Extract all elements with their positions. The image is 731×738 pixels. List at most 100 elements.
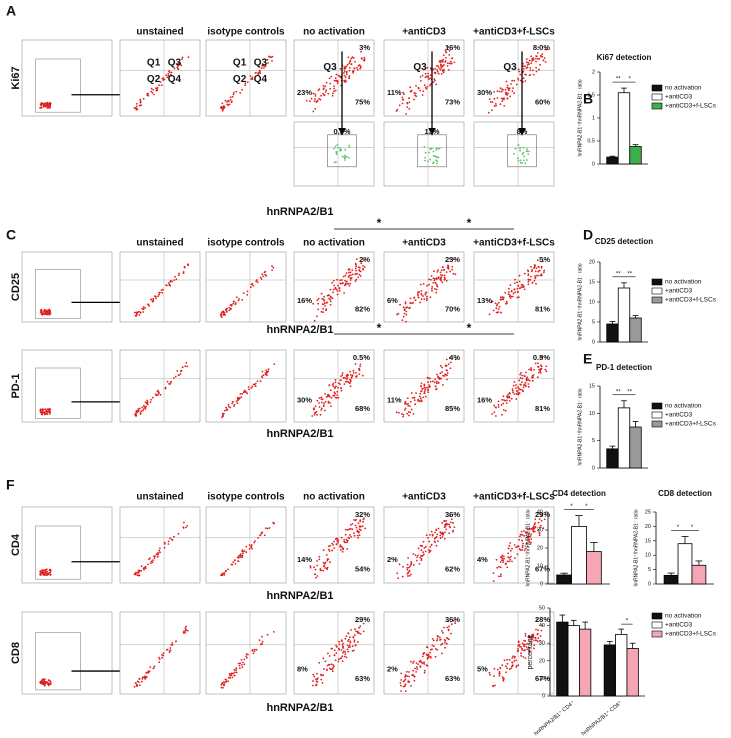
cell-dot — [514, 147, 517, 150]
cell-dot — [539, 526, 541, 529]
cell-dot — [228, 673, 231, 675]
y-tick-label: 20 — [537, 545, 543, 551]
cell-dot — [48, 679, 50, 681]
cell-dot — [452, 258, 455, 260]
cell-dot — [229, 98, 232, 101]
cell-dot — [164, 386, 167, 389]
flow-plot — [205, 251, 287, 323]
cell-dot — [517, 291, 519, 294]
cell-dot — [520, 655, 522, 657]
cell-dot — [422, 396, 424, 399]
cell-dot — [523, 649, 525, 652]
bar — [617, 287, 631, 343]
cell-dot — [264, 65, 267, 67]
cell-dot — [153, 557, 156, 559]
cell-dot — [321, 398, 324, 401]
quadrant-label: Q4 — [254, 74, 268, 85]
cell-dot — [422, 90, 425, 92]
cell-dot — [518, 538, 521, 541]
cell-dot — [435, 83, 438, 86]
cell-dot — [410, 660, 412, 663]
cell-dot — [454, 622, 457, 625]
cell-dot — [343, 376, 346, 379]
cell-dot — [495, 311, 498, 314]
cell-dot — [444, 49, 447, 52]
cell-dot — [508, 291, 510, 293]
cell-dot — [538, 266, 540, 268]
cell-dot — [423, 298, 426, 300]
cell-dot — [530, 541, 532, 544]
cell-dot — [230, 674, 233, 677]
condition-header: unstained — [136, 492, 183, 503]
quadrant-label: Q4 — [168, 74, 182, 85]
cell-dot — [341, 374, 344, 376]
cell-dot — [526, 376, 529, 379]
cell-dot — [340, 649, 343, 651]
cell-dot — [514, 291, 516, 294]
condition-header: unstained — [136, 238, 183, 249]
cell-dot — [445, 271, 448, 273]
cell-dot — [40, 107, 43, 109]
cell-dot — [527, 61, 529, 64]
cell-dot — [494, 302, 497, 305]
cell-dot — [402, 315, 405, 318]
cell-dot — [425, 664, 428, 667]
cell-dot — [497, 301, 500, 304]
y-axis-label: hnRNPA2-B1⁺/hnRNPA2-B1⁻ ratio — [577, 263, 583, 340]
cell-dot — [42, 103, 45, 106]
cell-dot — [419, 556, 422, 559]
cell-dot — [510, 397, 513, 400]
cell-dot — [525, 58, 528, 60]
cell-dot — [164, 543, 166, 545]
cell-dot — [413, 399, 416, 401]
cell-dot — [253, 541, 256, 544]
cell-dot — [535, 282, 537, 285]
cell-dot — [261, 273, 264, 276]
cell-dot — [354, 267, 357, 270]
cell-dot — [511, 388, 514, 390]
cell-dot — [140, 565, 143, 568]
cell-dot — [426, 66, 429, 69]
cell-dot — [153, 665, 156, 668]
cell-dot — [541, 624, 544, 627]
cell-dot — [184, 365, 187, 368]
cell-dot — [360, 50, 362, 53]
cell-dot — [436, 285, 439, 288]
cell-dot — [353, 641, 356, 643]
cell-dot — [135, 108, 138, 111]
cell-dot — [344, 637, 347, 640]
cell-dot — [415, 671, 417, 673]
cell-dot — [492, 684, 494, 687]
cell-dot — [501, 100, 504, 102]
cell-dot — [45, 681, 48, 683]
cell-dot — [347, 640, 349, 643]
cell-dot — [341, 282, 344, 285]
cell-dot — [526, 148, 528, 150]
cell-dot — [409, 297, 412, 300]
cell-dot — [316, 315, 318, 318]
cell-dot — [533, 266, 536, 269]
cell-dot — [48, 569, 51, 572]
cell-dot — [336, 290, 339, 292]
y-tick-label: 20 — [645, 524, 651, 530]
flow-plot — [205, 39, 287, 117]
cell-dot — [403, 679, 406, 682]
cell-dot — [513, 381, 516, 383]
cell-dot — [320, 396, 323, 399]
cell-dot — [238, 397, 241, 400]
cell-dot — [509, 297, 512, 299]
bar — [603, 644, 616, 697]
cell-dot — [438, 377, 441, 379]
cell-dot — [326, 559, 329, 562]
cell-dot — [499, 566, 502, 569]
cell-dot — [157, 295, 160, 298]
cell-dot — [49, 311, 51, 314]
cell-dot — [405, 314, 408, 316]
cell-dot — [220, 683, 223, 686]
cell-dot — [135, 107, 138, 110]
cell-dot — [439, 638, 442, 641]
cell-dot — [512, 87, 514, 89]
cell-dot — [433, 279, 436, 282]
cell-dot — [181, 58, 183, 60]
cell-dot — [415, 85, 417, 87]
